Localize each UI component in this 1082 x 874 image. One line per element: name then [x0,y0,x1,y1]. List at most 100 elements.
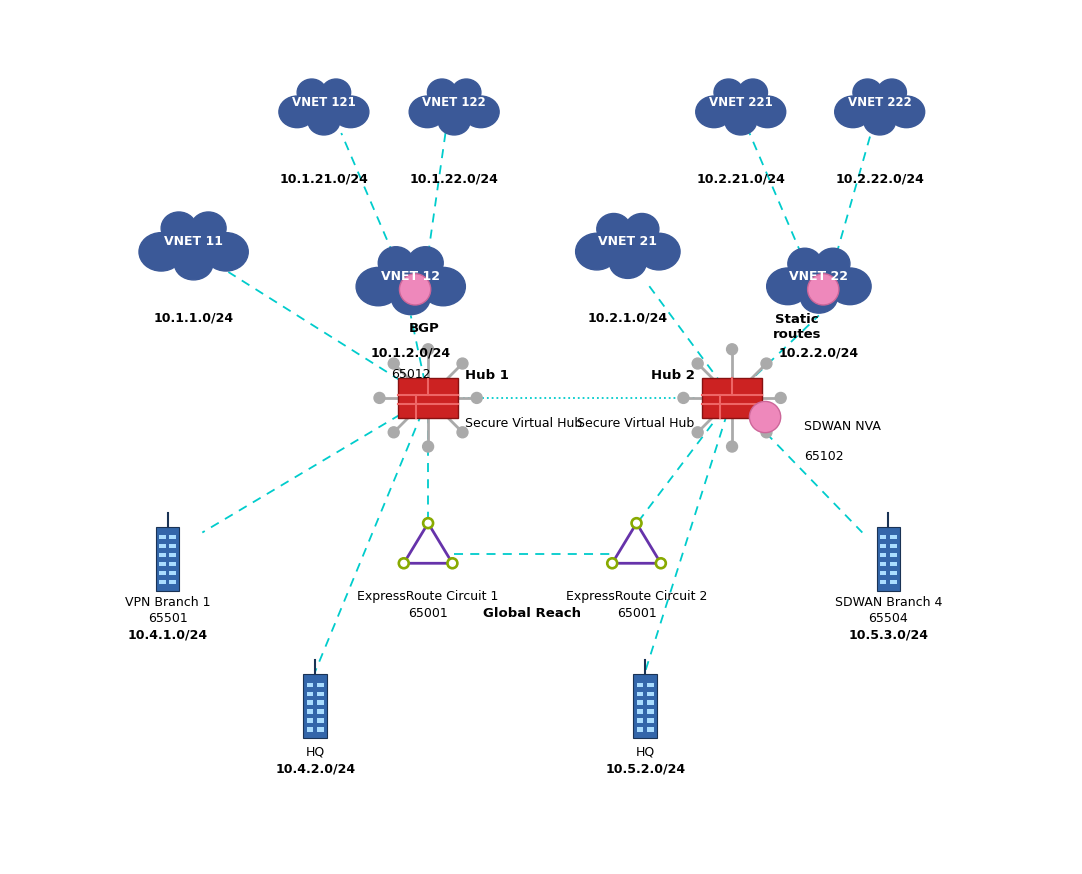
FancyBboxPatch shape [880,544,886,548]
Ellipse shape [321,79,351,106]
FancyBboxPatch shape [876,527,900,591]
FancyBboxPatch shape [170,579,176,584]
Text: SDWAN NVA: SDWAN NVA [804,420,881,434]
Ellipse shape [161,212,197,245]
Ellipse shape [190,212,226,245]
Text: 65504: 65504 [869,613,908,626]
Ellipse shape [138,232,183,271]
Ellipse shape [791,258,847,303]
Circle shape [727,343,738,355]
Ellipse shape [599,224,656,268]
FancyBboxPatch shape [170,562,176,566]
Text: HQ: HQ [305,746,325,759]
FancyBboxPatch shape [156,527,180,591]
FancyBboxPatch shape [647,710,654,714]
Circle shape [750,401,781,433]
Circle shape [692,427,703,438]
FancyBboxPatch shape [647,700,654,705]
FancyBboxPatch shape [306,718,314,723]
Ellipse shape [767,268,809,305]
FancyBboxPatch shape [317,710,324,714]
Circle shape [658,560,663,566]
Ellipse shape [203,232,248,271]
Text: VNET 121: VNET 121 [292,96,356,109]
Ellipse shape [576,233,618,270]
Ellipse shape [863,108,896,135]
Circle shape [656,558,667,569]
Circle shape [761,427,771,438]
FancyBboxPatch shape [636,700,644,705]
Circle shape [761,358,771,369]
FancyBboxPatch shape [398,378,459,418]
Text: 10.1.22.0/24: 10.1.22.0/24 [410,173,499,186]
FancyBboxPatch shape [306,727,314,732]
Circle shape [607,558,618,569]
Circle shape [388,358,399,369]
Ellipse shape [409,96,446,128]
FancyBboxPatch shape [880,535,886,539]
Circle shape [634,520,639,526]
FancyBboxPatch shape [636,691,644,696]
FancyBboxPatch shape [890,579,897,584]
Text: SDWAN Branch 4: SDWAN Branch 4 [834,596,942,609]
Circle shape [457,358,467,369]
Text: Static
routes: Static routes [773,314,821,342]
Text: VNET 122: VNET 122 [422,96,486,109]
Text: BGP: BGP [408,323,439,336]
Ellipse shape [381,257,440,304]
FancyBboxPatch shape [306,710,314,714]
FancyBboxPatch shape [880,562,886,566]
Circle shape [807,274,839,305]
Ellipse shape [408,246,444,279]
FancyBboxPatch shape [880,553,886,558]
FancyBboxPatch shape [701,378,763,418]
FancyBboxPatch shape [317,683,324,687]
Circle shape [727,441,738,452]
Ellipse shape [463,96,499,128]
Circle shape [399,274,431,305]
Text: 10.5.3.0/24: 10.5.3.0/24 [848,629,928,642]
Ellipse shape [298,79,327,106]
Ellipse shape [308,108,340,135]
Circle shape [457,427,467,438]
Ellipse shape [738,79,767,106]
Ellipse shape [749,96,786,128]
Ellipse shape [714,79,743,106]
Text: 10.1.1.0/24: 10.1.1.0/24 [154,312,234,325]
Ellipse shape [430,87,478,127]
Circle shape [374,392,385,404]
Circle shape [678,392,689,404]
Text: VNET 222: VNET 222 [848,96,911,109]
Text: VNET 22: VNET 22 [790,270,848,283]
Ellipse shape [279,96,315,128]
FancyBboxPatch shape [636,683,644,687]
Text: 10.4.1.0/24: 10.4.1.0/24 [128,629,208,642]
FancyBboxPatch shape [890,562,897,566]
FancyBboxPatch shape [647,718,654,723]
Text: Global Reach: Global Reach [484,607,581,621]
Text: HQ: HQ [635,746,655,759]
Circle shape [423,441,434,452]
Ellipse shape [164,222,223,269]
Ellipse shape [609,247,646,279]
FancyBboxPatch shape [636,718,644,723]
FancyBboxPatch shape [159,535,166,539]
Text: 65501: 65501 [148,613,187,626]
Ellipse shape [788,248,821,280]
Circle shape [422,517,434,529]
Text: VNET 221: VNET 221 [709,96,773,109]
FancyBboxPatch shape [633,674,657,739]
Ellipse shape [856,87,903,127]
Circle shape [423,343,434,355]
Ellipse shape [174,247,213,280]
Ellipse shape [716,87,765,127]
FancyBboxPatch shape [306,700,314,705]
Circle shape [775,392,787,404]
Ellipse shape [300,87,348,127]
Ellipse shape [427,79,457,106]
FancyBboxPatch shape [890,571,897,575]
Ellipse shape [332,96,369,128]
Text: 10.1.2.0/24: 10.1.2.0/24 [371,347,451,360]
Ellipse shape [392,282,430,315]
Text: 10.5.2.0/24: 10.5.2.0/24 [605,763,685,775]
